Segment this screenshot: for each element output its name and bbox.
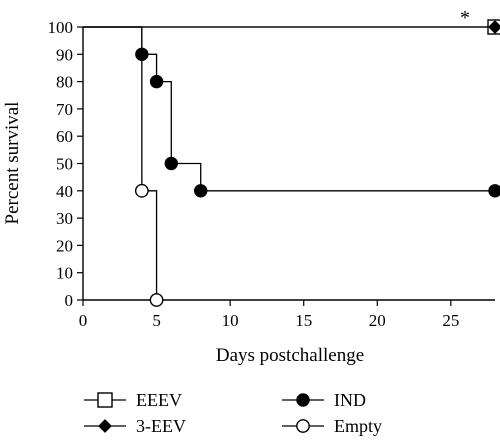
legend-item-ind: IND	[282, 390, 366, 410]
y-axis-label: Percent survival	[2, 102, 23, 225]
x-tick-label: 25	[442, 311, 459, 330]
data-point-ind	[488, 184, 500, 198]
legend-item-eeev: EEEV	[84, 390, 182, 410]
series-line-empty	[83, 26, 158, 300]
data-point-ind	[164, 156, 178, 171]
legend-item-empty: Empty	[282, 416, 382, 436]
data-point-empty	[134, 183, 149, 198]
y-tick-label: 100	[48, 18, 74, 37]
data-point-ind	[194, 184, 208, 198]
y-tick-label: 50	[56, 155, 73, 174]
legend-marker-ind	[296, 393, 310, 407]
legend-label: Empty	[334, 416, 382, 436]
legend-item-3-eev: 3-EEV	[84, 416, 186, 436]
y-tick-label: 60	[56, 127, 73, 146]
data-point-ind	[135, 47, 149, 61]
legend-label: IND	[334, 390, 366, 410]
y-tick-label: 70	[56, 100, 73, 119]
legend-marker-empty	[296, 419, 310, 433]
y-tick-label: 0	[65, 291, 74, 310]
legend-marker-eeev	[97, 392, 113, 408]
significance-asterisk: *	[460, 7, 470, 29]
x-tick-label: 5	[152, 311, 161, 330]
legend-label: EEEV	[136, 390, 182, 410]
x-tick-label: 10	[222, 311, 239, 330]
y-tick-label: 90	[56, 45, 73, 64]
x-tick-label: 20	[369, 311, 386, 330]
data-point-3-eev	[488, 20, 500, 34]
x-axis-label: Days postchallenge	[216, 345, 364, 366]
x-tick-label: 15	[295, 311, 312, 330]
legend-label: 3-EEV	[136, 416, 186, 436]
y-tick-label: 30	[56, 209, 73, 228]
data-point-ind	[149, 74, 164, 89]
legend-marker-3-eev	[98, 419, 112, 433]
y-tick-label: 10	[56, 264, 73, 283]
y-tick-label: 80	[56, 73, 73, 92]
y-tick-label: 20	[56, 236, 73, 255]
data-point-empty	[149, 293, 164, 307]
x-tick-label: 0	[79, 311, 88, 330]
y-tick-label: 40	[56, 182, 73, 201]
